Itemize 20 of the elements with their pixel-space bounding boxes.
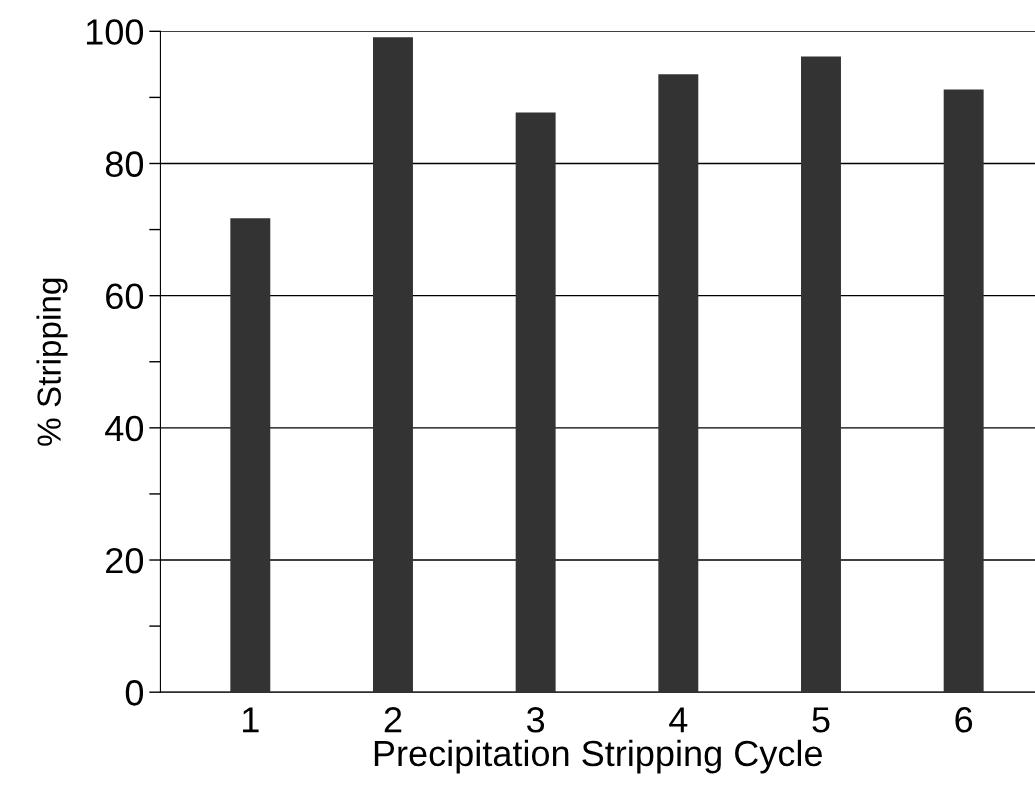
bar	[230, 218, 271, 693]
y-axis-title: % Stripping	[36, 278, 68, 446]
x-tick-label: 6	[955, 707, 973, 733]
y-tick-label: 60	[106, 283, 144, 310]
bar	[373, 37, 413, 693]
x-tick-label: 5	[812, 707, 830, 733]
x-tick-label: 3	[526, 707, 545, 733]
bar	[658, 74, 699, 693]
bar	[943, 89, 984, 693]
x-tick-label: 4	[669, 707, 688, 733]
bar	[515, 112, 556, 693]
y-tick-label: 100	[86, 19, 144, 45]
x-axis-title: Precipitation Stripping Cycle	[374, 739, 822, 774]
x-tick-label: 2	[384, 707, 402, 733]
y-tick-label: 0	[125, 680, 144, 706]
y-tick-label: 40	[105, 415, 144, 442]
x-tick-label: 1	[243, 707, 259, 733]
bar	[801, 56, 841, 693]
y-tick-label: 80	[105, 151, 144, 177]
y-tick-label: 20	[106, 547, 144, 574]
